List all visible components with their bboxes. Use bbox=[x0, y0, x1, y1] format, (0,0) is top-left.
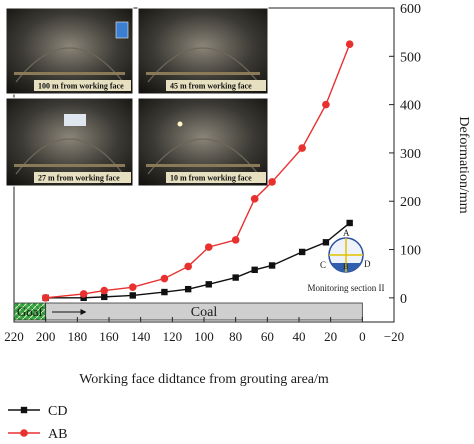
point-cd bbox=[268, 262, 276, 269]
x-tick-label: 20 bbox=[324, 329, 337, 344]
monitoring-label: Monitoring section II bbox=[308, 283, 385, 293]
photo-rail bbox=[146, 164, 260, 167]
photo-arch bbox=[15, 138, 124, 175]
point-ab bbox=[184, 262, 192, 271]
point-cd bbox=[251, 266, 258, 274]
photo-1: 100 m from working face bbox=[5, 7, 134, 95]
photo-2: 45 m from working face bbox=[137, 7, 269, 95]
x-tick-label: 200 bbox=[36, 329, 56, 344]
photo-image bbox=[137, 97, 269, 187]
legend: CD AB bbox=[8, 404, 67, 442]
point-cd bbox=[80, 294, 87, 302]
point-cd bbox=[184, 285, 192, 293]
photo-arch bbox=[15, 47, 124, 83]
legend-marker bbox=[20, 406, 28, 414]
series-group bbox=[41, 40, 354, 302]
photo-arch bbox=[147, 138, 259, 175]
y-tick-label: 500 bbox=[400, 50, 421, 65]
point-ab bbox=[160, 274, 169, 283]
y-tick-label: 300 bbox=[400, 147, 421, 162]
point-ab bbox=[298, 144, 306, 152]
photo-caption-bg bbox=[166, 80, 266, 91]
point-cd bbox=[161, 288, 168, 296]
point-ab bbox=[41, 294, 50, 302]
monitoring-point-d: D bbox=[364, 259, 371, 269]
photo-rail bbox=[14, 164, 125, 167]
band-label-goaf: Goaf bbox=[17, 304, 44, 319]
legend-label: CD bbox=[48, 404, 67, 419]
legend-marker bbox=[20, 429, 28, 437]
point-cd bbox=[232, 274, 239, 281]
point-ab bbox=[204, 243, 213, 251]
point-ab bbox=[79, 290, 88, 298]
photos-grid: 100 m from working face 45 m from working… bbox=[5, 7, 269, 187]
photo-image bbox=[137, 7, 269, 95]
point-ab bbox=[128, 283, 137, 292]
y-tick-label: 0 bbox=[400, 292, 407, 307]
photo-caption-bg bbox=[34, 172, 131, 183]
photo-caption: 45 m from working face bbox=[170, 82, 252, 91]
photo-caption-bg bbox=[166, 172, 266, 183]
photo-rail bbox=[146, 72, 260, 75]
x-axis: 220 200 180 160 140 120 100 80 60 40 20 0 −20 bbox=[4, 317, 404, 344]
legend-item-cd: CD bbox=[8, 404, 67, 419]
x-tick-label: 180 bbox=[68, 329, 88, 344]
point-ab bbox=[250, 195, 259, 203]
x-tick-label: 100 bbox=[194, 329, 214, 344]
point-ab bbox=[231, 236, 240, 244]
point-cd bbox=[322, 239, 330, 246]
legend-label: AB bbox=[48, 427, 67, 442]
point-cd bbox=[205, 281, 212, 288]
monitoring-point-a: A bbox=[343, 228, 350, 238]
x-tick-label: 220 bbox=[4, 329, 24, 344]
point-ab bbox=[268, 178, 276, 186]
x-tick-label: −20 bbox=[384, 329, 404, 344]
point-cd bbox=[101, 293, 108, 301]
point-ab bbox=[322, 100, 330, 109]
photo-sign bbox=[115, 21, 129, 39]
photo-image bbox=[5, 7, 134, 95]
band-label-coal: Coal bbox=[191, 305, 218, 320]
photo-image bbox=[5, 97, 134, 187]
x-tick-label: 60 bbox=[261, 329, 274, 344]
monitoring-point-c: C bbox=[320, 260, 326, 270]
photo-caption-bg bbox=[34, 80, 131, 91]
photo-arch bbox=[147, 47, 259, 83]
photo-3: 27 m from working face bbox=[5, 97, 134, 187]
point-cd bbox=[298, 248, 306, 256]
y-tick-label: 600 bbox=[400, 2, 421, 17]
photo-lamp bbox=[177, 121, 183, 127]
y-axis: 0 100 200 300 400 500 600 bbox=[389, 2, 421, 307]
point-cd bbox=[129, 292, 136, 299]
series-line-cd bbox=[45, 222, 351, 299]
photo-caption: 100 m from working face bbox=[38, 82, 124, 91]
photo-rail bbox=[14, 72, 125, 75]
point-ab bbox=[345, 40, 354, 49]
x-tick-label: 80 bbox=[229, 329, 242, 344]
y-tick-label: 400 bbox=[400, 99, 421, 114]
photo-sign bbox=[64, 114, 86, 126]
y-tick-label: 100 bbox=[400, 244, 421, 259]
point-cd bbox=[346, 219, 353, 227]
x-tick-label: 0 bbox=[359, 329, 366, 344]
monitoring-point-b: B bbox=[343, 262, 348, 271]
x-axis-label: Working face didtance from grouting area… bbox=[79, 372, 329, 387]
y-tick-label: 200 bbox=[400, 195, 421, 210]
photo-4: 10 m from working face bbox=[137, 97, 269, 187]
x-tick-label: 140 bbox=[131, 329, 151, 344]
bands: Goaf Coal bbox=[13, 302, 363, 321]
point-ab bbox=[100, 286, 109, 295]
monitoring-section-diagram: A B C D Monitoring section II bbox=[308, 228, 385, 293]
x-tick-label: 40 bbox=[293, 329, 306, 344]
x-tick-label: 160 bbox=[99, 329, 119, 344]
photo-caption: 27 m from working face bbox=[38, 174, 120, 183]
legend-item-ab: AB bbox=[8, 427, 67, 442]
photo-caption: 10 m from working face bbox=[170, 174, 252, 183]
band-arrow-head bbox=[80, 309, 87, 315]
x-tick-label: 120 bbox=[163, 329, 183, 344]
y-axis-label: Deformation/mm bbox=[456, 116, 471, 213]
